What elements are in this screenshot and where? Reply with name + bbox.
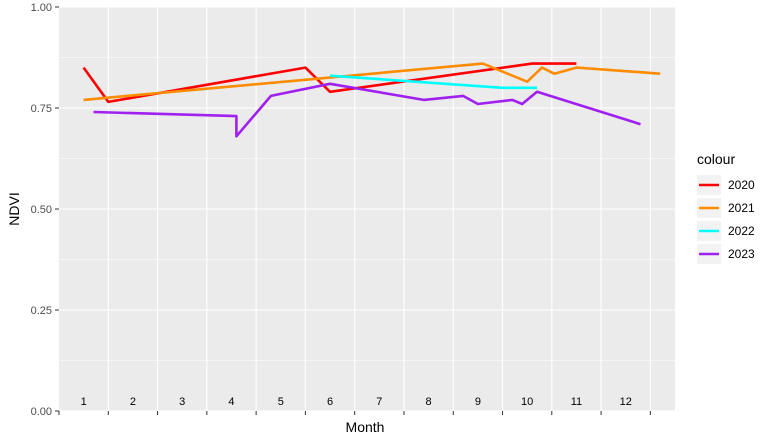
legend-label-2022: 2022: [728, 224, 755, 238]
y-tick-label: 1.00: [31, 2, 52, 14]
series-line-2022: [329, 74, 537, 90]
legend-items: 2020 2021 2022 2023: [697, 175, 755, 264]
y-axis-title: NDVI: [6, 192, 22, 225]
month-label: 2: [130, 396, 136, 408]
month-label: 10: [521, 396, 533, 408]
grid-major: [59, 6, 675, 412]
series-lines: [82, 62, 661, 138]
month-label: 1: [81, 396, 87, 408]
series-line-2021: [83, 62, 661, 102]
month-label: 8: [426, 396, 432, 408]
y-axis: 0.00 0.25 0.50 0.75 1.00: [31, 2, 59, 418]
grid-minor: [59, 57, 675, 361]
y-tick-label: 0.25: [31, 305, 52, 317]
month-label: 5: [278, 396, 284, 408]
month-label: 3: [179, 396, 185, 408]
month-label: 11: [571, 396, 582, 408]
legend-label-2020: 2020: [728, 178, 755, 192]
legend-label-2021: 2021: [728, 201, 755, 215]
y-tick-label: 0.00: [31, 406, 52, 418]
month-label: 4: [228, 396, 234, 408]
month-label: 12: [620, 396, 632, 408]
y-tick-label: 0.75: [31, 103, 52, 115]
x-axis-title: Month: [346, 419, 385, 435]
legend: colour 2020 2021 2022 2023: [697, 151, 755, 264]
x-axis-ticks: [58, 411, 651, 415]
legend-title: colour: [697, 151, 735, 167]
month-labels: 1 2 3 4 5 6 7 8 9 10 11 12: [81, 396, 632, 408]
month-label: 9: [475, 396, 481, 408]
legend-label-2023: 2023: [728, 247, 755, 261]
y-tick-label: 0.50: [31, 204, 52, 216]
month-label: 7: [376, 396, 382, 408]
month-label: 6: [327, 396, 333, 408]
series-line-2023: [93, 82, 641, 138]
